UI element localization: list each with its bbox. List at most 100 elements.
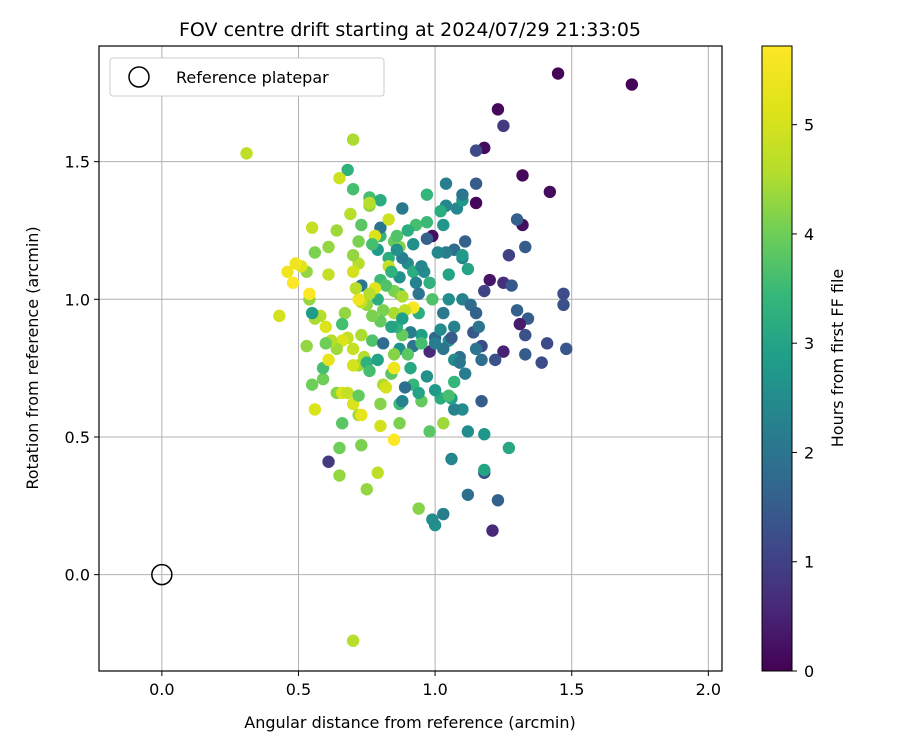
data-point <box>491 103 505 116</box>
data-point <box>346 182 360 196</box>
colorbar-tick-label: 2 <box>804 443 814 462</box>
x-axis-label: Angular distance from reference (arcmin) <box>244 713 575 732</box>
data-point <box>437 218 450 232</box>
data-point <box>423 276 436 289</box>
data-point <box>483 273 496 287</box>
data-point <box>344 207 357 221</box>
data-point <box>355 218 368 232</box>
data-point <box>319 320 332 334</box>
data-point <box>396 202 409 215</box>
data-point <box>371 353 384 367</box>
data-point <box>390 243 404 256</box>
data-point <box>376 304 390 317</box>
x-tick-label: 0.5 <box>286 680 311 699</box>
data-point <box>505 279 518 292</box>
data-point <box>363 287 376 300</box>
data-point <box>478 284 491 298</box>
data-point <box>273 309 286 323</box>
data-point <box>396 290 409 303</box>
data-point <box>442 389 455 402</box>
data-point <box>363 196 376 210</box>
y-tick-label: 0.5 <box>65 428 90 447</box>
colorbar-tick-label: 4 <box>804 225 814 244</box>
y-axis-ticks: 0.0 0.5 1.0 1.5 <box>65 153 99 585</box>
y-tick-label: 1.0 <box>65 290 90 309</box>
data-point <box>303 287 316 300</box>
data-point <box>333 171 346 185</box>
data-point <box>374 419 387 433</box>
data-point <box>516 169 529 182</box>
colorbar-tick-label: 1 <box>804 553 814 572</box>
data-point <box>346 342 360 356</box>
plot-frame <box>98 45 723 672</box>
data-point <box>557 287 570 300</box>
data-point <box>352 293 365 306</box>
data-point <box>379 279 393 292</box>
data-point <box>286 276 300 289</box>
x-tick-label: 1.5 <box>559 680 584 699</box>
data-point <box>445 331 458 345</box>
data-point <box>352 235 365 248</box>
data-point <box>335 417 349 430</box>
y-tick-label: 0.0 <box>65 566 90 585</box>
data-point <box>412 502 425 515</box>
data-point <box>371 466 384 479</box>
data-point <box>330 224 343 237</box>
data-point <box>469 306 483 320</box>
x-axis-ticks: 0.0 0.5 1.0 1.5 2.0 <box>149 671 721 699</box>
data-point <box>401 348 414 361</box>
x-tick-label: 0.0 <box>149 680 174 699</box>
data-point <box>385 320 398 334</box>
data-point <box>346 249 360 262</box>
data-point <box>374 193 387 207</box>
data-point <box>437 417 450 430</box>
data-point <box>322 353 335 367</box>
data-point <box>475 353 488 367</box>
data-point <box>289 257 302 270</box>
data-point <box>510 213 524 226</box>
data-point <box>352 389 365 402</box>
data-point <box>366 309 379 323</box>
data-point <box>379 381 393 394</box>
data-point <box>355 408 368 422</box>
data-point <box>551 67 565 80</box>
data-point <box>469 177 483 190</box>
data-point <box>409 276 423 289</box>
data-point <box>319 337 332 350</box>
data-point <box>448 403 461 416</box>
data-point <box>469 196 483 210</box>
data-point <box>349 282 363 295</box>
data-point <box>428 383 442 397</box>
data-point <box>346 133 360 146</box>
data-point <box>437 507 450 521</box>
colorbar-label: Hours from first FF file <box>828 269 847 448</box>
data-point <box>519 240 532 254</box>
data-point <box>560 342 573 356</box>
data-point <box>428 337 442 350</box>
colorbar-tick-label: 5 <box>804 116 814 135</box>
data-point <box>543 185 557 199</box>
data-point <box>398 381 412 394</box>
data-point <box>461 262 475 276</box>
data-point <box>338 306 352 320</box>
data-point <box>407 238 420 251</box>
data-point <box>305 221 319 234</box>
colorbar-gradient <box>761 45 793 672</box>
legend-marker-icon <box>128 66 150 88</box>
legend-box <box>109 57 385 97</box>
data-point <box>625 78 639 91</box>
data-point <box>491 494 505 507</box>
y-tick-label: 1.5 <box>65 153 90 172</box>
data-point <box>497 119 510 133</box>
data-point <box>240 147 253 160</box>
data-point <box>448 375 461 389</box>
data-point <box>346 265 360 278</box>
data-point <box>557 298 570 312</box>
data-point <box>540 337 554 350</box>
data-point <box>426 513 439 526</box>
data-points <box>240 67 639 647</box>
data-point <box>376 337 390 350</box>
data-point <box>393 417 406 430</box>
data-point <box>412 287 425 300</box>
